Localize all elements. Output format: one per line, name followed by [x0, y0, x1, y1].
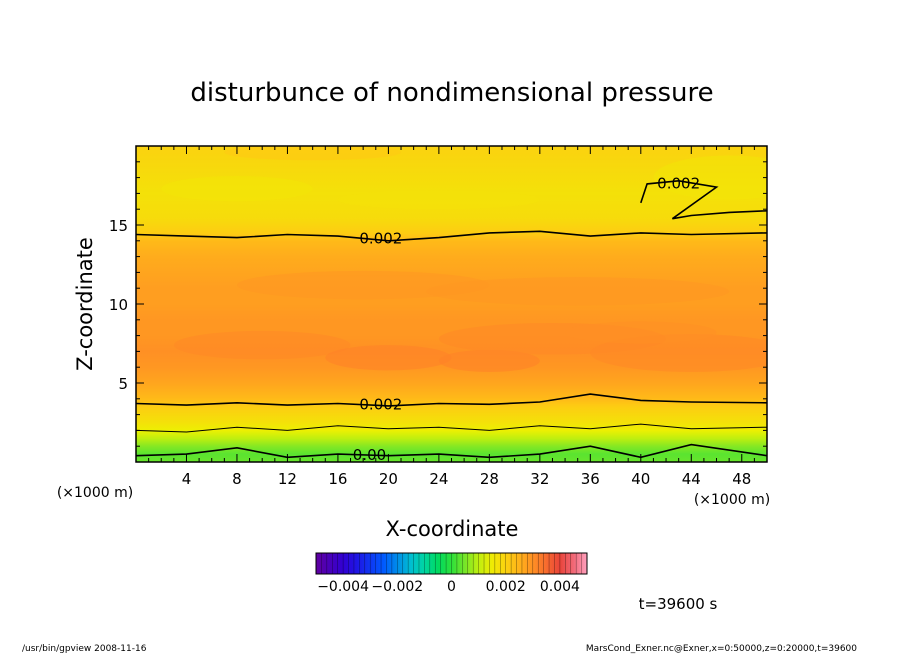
x-tick-label: 32: [530, 470, 549, 488]
contour-line: [136, 393, 767, 407]
x-tick-label: 24: [429, 470, 448, 488]
colorbar-tick-label: 0.002: [486, 579, 526, 595]
x-axis: 4 8 12 16 20 24 28 32 36 40 44 48: [148, 146, 755, 488]
colorbar-tick-label: 0.004: [540, 579, 580, 595]
x-tick-label: 8: [232, 470, 242, 488]
colorbar-tick-label: −0.004: [317, 579, 369, 595]
field-patch: [325, 345, 452, 371]
contour-label: 0.00: [353, 446, 386, 464]
field-patch: [161, 176, 313, 202]
field-patch: [438, 349, 540, 372]
x-unit-label-left: (×1000 m): [57, 485, 133, 501]
x-tick-label: 40: [631, 470, 650, 488]
field-patch: [236, 270, 490, 300]
footer-left: /usr/bin/gpview 2008-11-16: [22, 644, 147, 654]
contour-line: [640, 179, 767, 220]
y-axis: 5 10 15: [109, 161, 767, 447]
colorbar-tick-label: 0: [447, 579, 456, 595]
contour-label: 0.002: [359, 396, 402, 414]
x-tick-label: 44: [682, 470, 701, 488]
contour-label: 0.002: [359, 230, 402, 248]
x-tick-label: 28: [480, 470, 499, 488]
contour-labels: 0.002 0.00 0.002 0.002: [353, 174, 700, 464]
contour-lines: [136, 179, 767, 459]
y-tick-label: 15: [109, 217, 128, 235]
field-patch: [426, 277, 730, 306]
colorbar-bins: [321, 553, 582, 574]
colorbar-tick-labels: −0.004 −0.002 0 0.002 0.004: [317, 579, 580, 595]
x-tick-label: 16: [328, 470, 347, 488]
contour-line: [136, 230, 767, 242]
field-patch: [565, 321, 717, 344]
field-patch: [224, 146, 401, 161]
contour-label: 0.002: [657, 174, 700, 192]
field-patch: [173, 330, 351, 360]
footer-right: MarsCond_Exner.nc@Exner,x=0:50000,z=0:20…: [586, 644, 857, 654]
y-tick-label: 5: [118, 375, 128, 393]
x-tick-label: 4: [182, 470, 192, 488]
x-unit-label-right: (×1000 m): [694, 492, 770, 508]
contour-line: [136, 423, 767, 433]
colorbar-frame: [315, 552, 588, 575]
x-tick-label: 20: [379, 470, 398, 488]
field-patch: [590, 334, 767, 372]
field-patch: [337, 190, 540, 210]
y-tick-label: 10: [109, 296, 128, 314]
colorbar-tick-label: −0.002: [371, 579, 423, 595]
field-patches: [161, 146, 767, 372]
x-tick-label: 48: [732, 470, 751, 488]
field-patch: [653, 155, 767, 200]
x-axis-label: X-coordinate: [386, 517, 519, 541]
x-tick-label: 36: [581, 470, 600, 488]
chart-title: disturbunce of nondimensional pressure: [190, 78, 713, 108]
y-axis-label: Z-coordinate: [73, 237, 97, 371]
x-tick-label: 12: [278, 470, 297, 488]
colorbar: −0.004 −0.002 0 0.002 0.004: [315, 552, 588, 595]
time-annotation: t=39600 s: [639, 595, 718, 613]
